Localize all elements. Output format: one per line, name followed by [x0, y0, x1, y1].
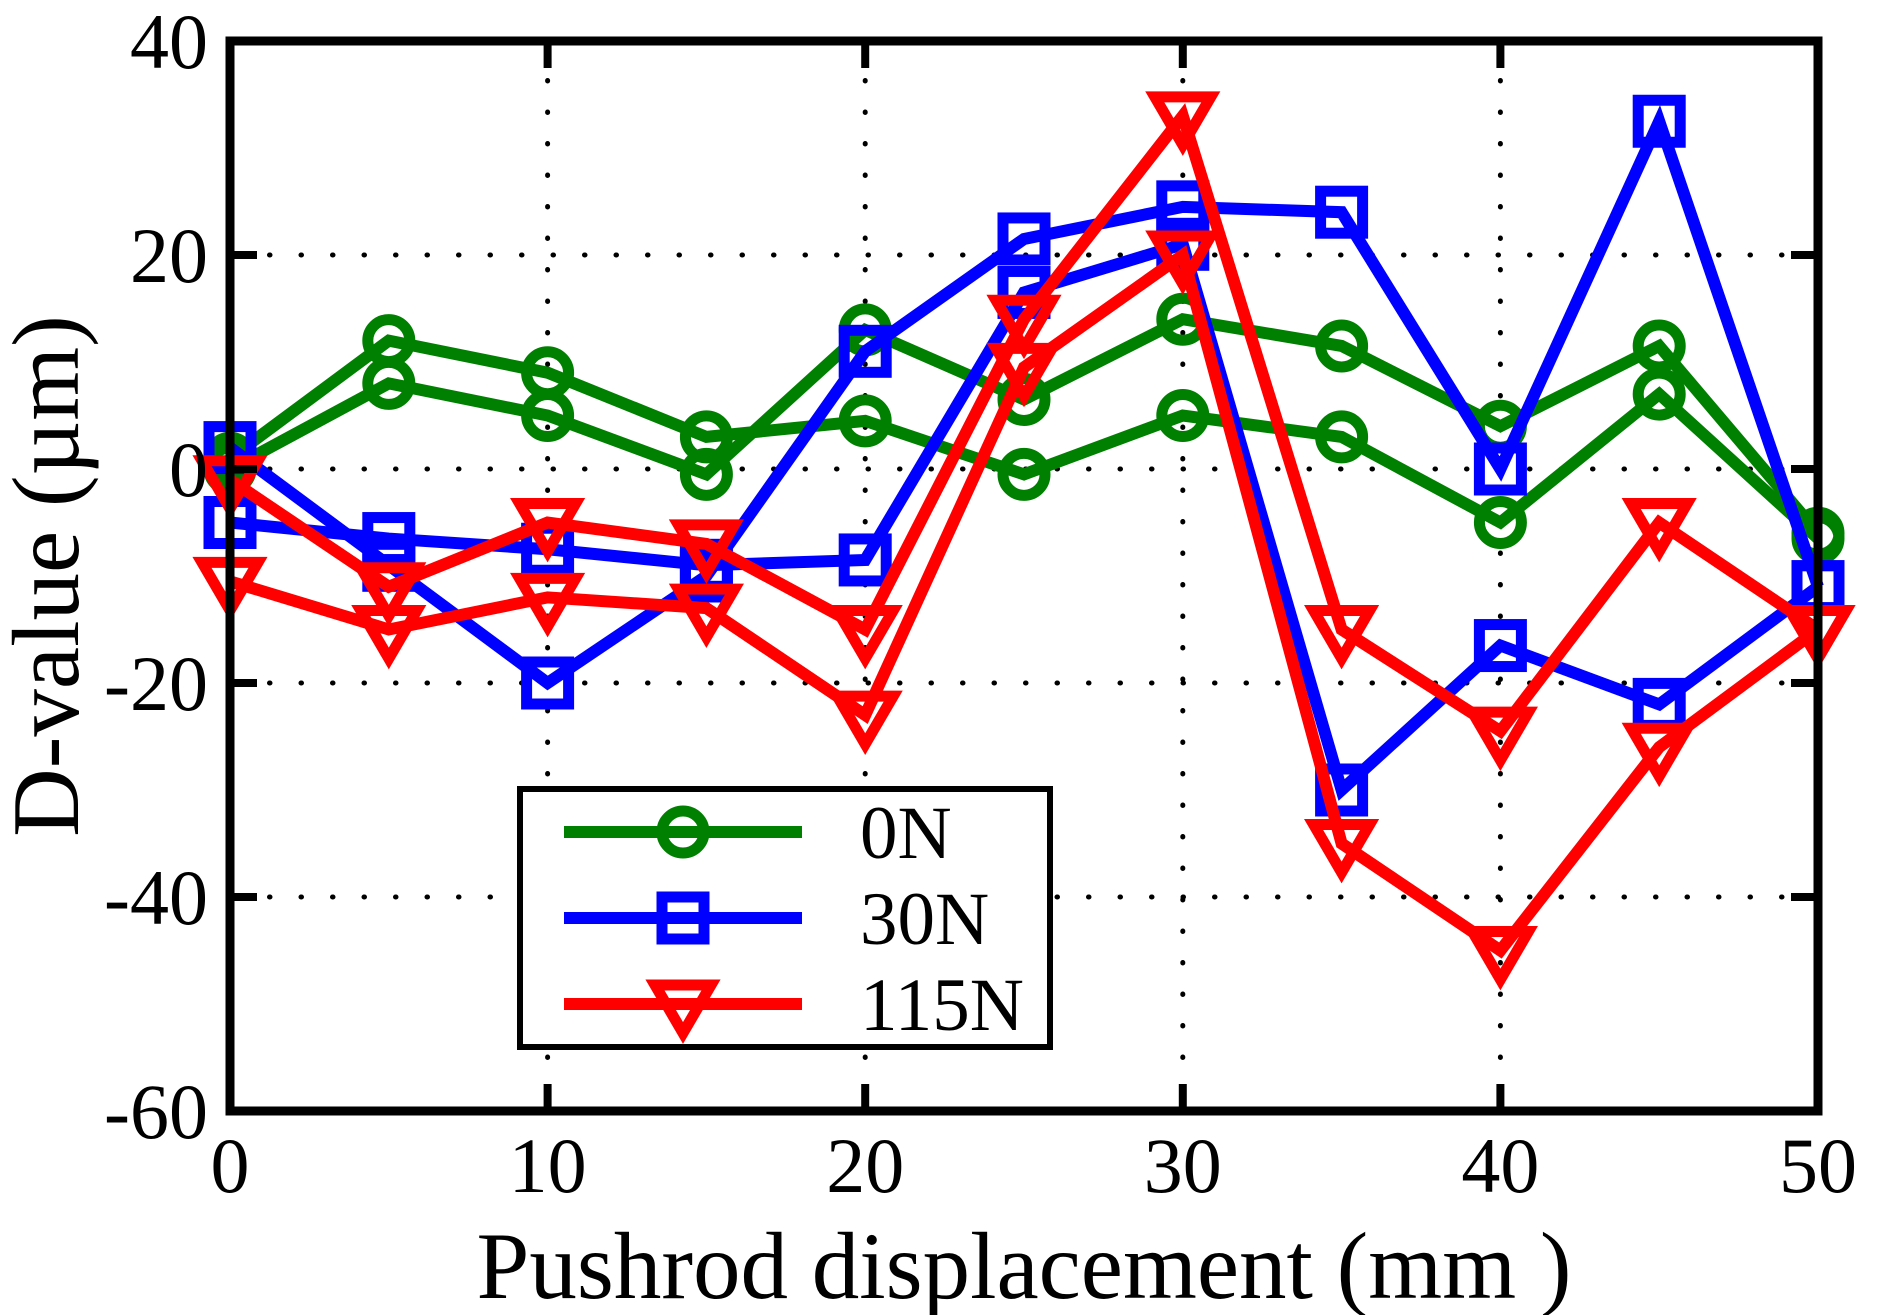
triangle-down-marker: [1145, 91, 1221, 156]
square-marker: [656, 891, 710, 945]
circle-marker: [1315, 319, 1369, 373]
y-tick-label--60: -60: [104, 1068, 208, 1155]
legend-label: 0N: [860, 792, 952, 875]
y-tick-label--20: -20: [104, 640, 208, 727]
circle-marker: [1473, 496, 1527, 549]
x-axis-title: Pushrod displacement (mm ): [477, 1213, 1572, 1315]
square-marker: [1315, 185, 1369, 239]
square-marker: [997, 212, 1051, 266]
y-tick-label--40: -40: [104, 854, 208, 941]
square-marker: [838, 533, 892, 587]
triangle-down-marker: [1304, 605, 1380, 670]
y-tick-label-40: 40: [130, 0, 208, 85]
circle-marker: [1315, 410, 1369, 464]
square-marker: [1473, 619, 1527, 673]
legend-entry-30n: 30N: [564, 878, 989, 961]
series-115n-run-2: [192, 230, 1856, 991]
triangle-down-marker: [351, 605, 427, 670]
circle-marker: [656, 805, 710, 859]
triangle-down-marker: [1304, 819, 1380, 884]
legend-entry-0n: 0N: [564, 792, 952, 875]
square-marker: [521, 656, 575, 710]
triangle-down-marker: [510, 498, 586, 563]
triangle-down-marker: [1462, 706, 1538, 772]
triangle-down-marker: [1462, 926, 1538, 991]
triangle-down-marker: [510, 572, 586, 638]
circle-marker: [521, 389, 575, 442]
x-tick-label-50: 50: [1779, 1122, 1857, 1209]
series-115n-run-1: [192, 91, 1856, 772]
circle-marker: [997, 447, 1051, 501]
x-tick-label-30: 30: [1144, 1122, 1222, 1209]
legend-entry-115n: 115N: [564, 964, 1024, 1047]
circle-marker: [1632, 367, 1686, 421]
series-line: [226, 105, 1824, 691]
square-marker: [1315, 763, 1369, 817]
square-marker: [1632, 94, 1686, 148]
series-line: [226, 103, 1822, 740]
square-marker: [362, 512, 416, 566]
legend-label: 115N: [860, 964, 1024, 1047]
triangle-down-marker: [645, 979, 721, 1044]
plot-border: [225, 36, 1823, 1116]
series-0n-run-1: [203, 314, 1845, 566]
x-tick-label-20: 20: [826, 1122, 904, 1209]
triangle-down-marker: [351, 562, 427, 627]
triangle-down-marker: [1621, 498, 1697, 563]
circle-marker: [838, 394, 892, 448]
x-tick-label-0: 0: [211, 1122, 250, 1209]
triangle-down-marker: [986, 342, 1062, 408]
series-line: [228, 245, 1822, 959]
triangle-down-marker: [827, 605, 903, 670]
tick-labels: 0 10 20 30 40 50 40 20 0 -20 -40 -60: [104, 0, 1857, 1209]
circle-marker: [1632, 319, 1686, 373]
triangle-down-marker: [1621, 722, 1697, 788]
triangle-down-marker: [668, 519, 744, 584]
x-tick-label-40: 40: [1461, 1122, 1539, 1209]
series-group: [192, 91, 1856, 991]
circle-marker: [362, 356, 416, 410]
x-tick-label-10: 10: [509, 1122, 587, 1209]
y-tick-label-0: 0: [169, 426, 208, 513]
legend-label: 30N: [860, 878, 989, 961]
series-line: [226, 334, 1823, 543]
axes: [225, 36, 1823, 1116]
circle-marker: [679, 447, 733, 501]
y-axis-title: D-value (µm): [0, 315, 99, 837]
triangle-down-marker: [986, 294, 1062, 360]
circle-marker: [1156, 389, 1210, 442]
square-marker: [838, 324, 892, 378]
triangle-down-marker: [1145, 230, 1221, 295]
triangle-down-marker: [827, 690, 903, 756]
square-marker: [1473, 442, 1527, 496]
triangle-down-marker: [668, 583, 744, 649]
y-tick-label-20: 20: [130, 212, 208, 299]
